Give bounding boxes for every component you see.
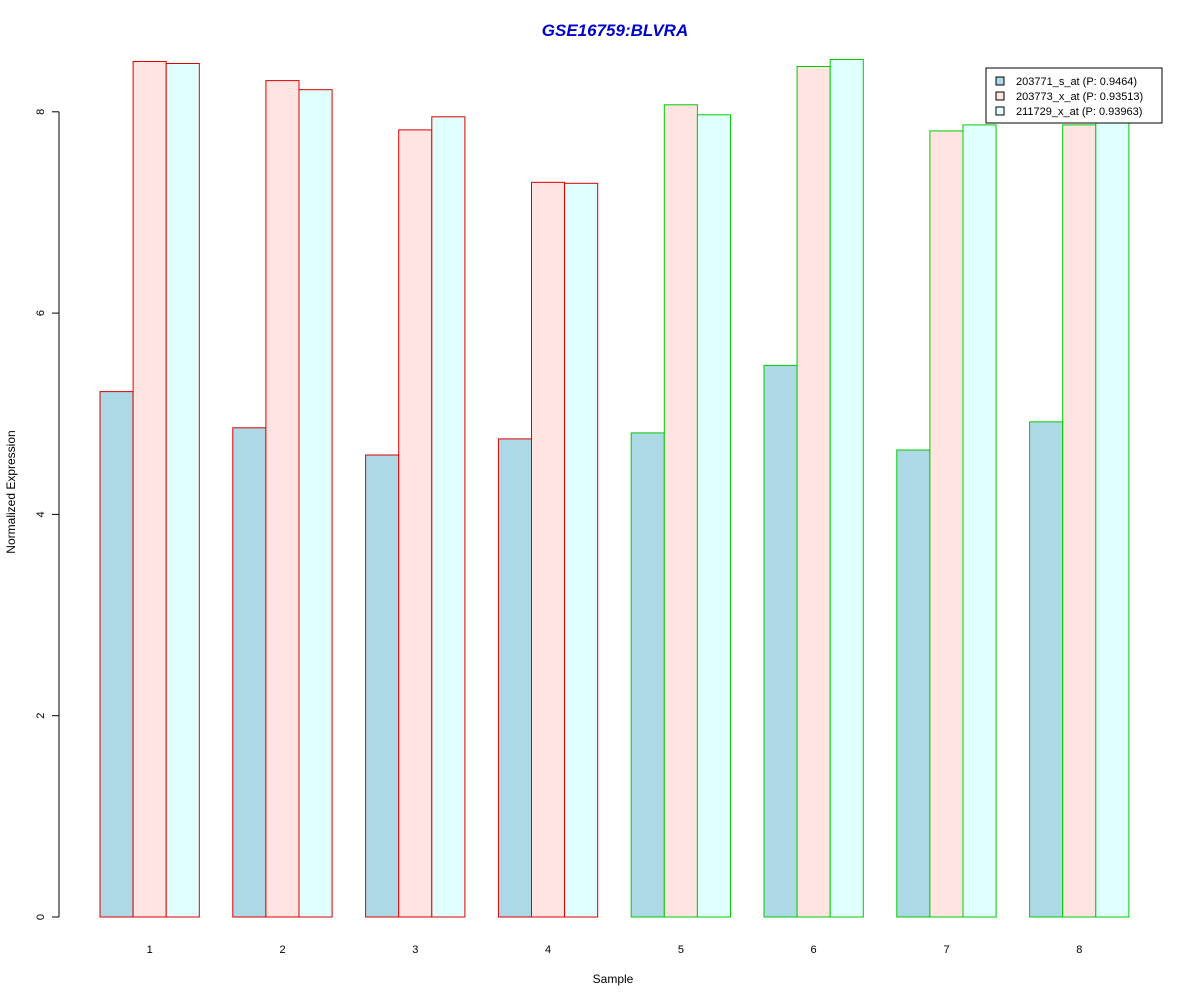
y-tick-label: 2 bbox=[35, 713, 47, 719]
legend-swatch bbox=[995, 76, 1005, 86]
legend-entry-label: 203773_x_at (P: 0.93513) bbox=[1016, 91, 1143, 103]
x-tick-label: 6 bbox=[811, 944, 817, 956]
y-tick-label: 8 bbox=[35, 109, 47, 115]
bar-sample-5-series-3 bbox=[696, 114, 732, 918]
bar-sample-8-series-1 bbox=[1029, 421, 1064, 918]
bar-sample-5-series-2 bbox=[663, 104, 698, 918]
bar-sample-4-series-1 bbox=[497, 438, 532, 918]
bars-group bbox=[99, 59, 1130, 918]
x-tick-label: 4 bbox=[545, 944, 551, 956]
bar-sample-2-series-2 bbox=[265, 80, 300, 918]
x-tick-label: 2 bbox=[279, 944, 285, 956]
chart-title: GSE16759:BLVRA bbox=[542, 21, 688, 40]
bar-sample-2-series-1 bbox=[232, 427, 267, 918]
bar-sample-7-series-3 bbox=[962, 124, 997, 918]
bar-sample-5-series-1 bbox=[630, 432, 665, 918]
legend-entry-label: 211729_x_at (P: 0.93963) bbox=[1016, 106, 1142, 118]
y-tick-label: 4 bbox=[35, 511, 47, 517]
x-tick-label: 8 bbox=[1076, 944, 1082, 956]
bar-sample-6-series-3 bbox=[829, 59, 864, 918]
bar-sample-4-series-3 bbox=[564, 182, 599, 918]
bar-sample-2-series-3 bbox=[298, 89, 333, 918]
legend-swatch bbox=[995, 91, 1005, 101]
bar-sample-6-series-1 bbox=[763, 364, 798, 918]
bar-sample-6-series-2 bbox=[796, 66, 831, 918]
x-tick-label: 7 bbox=[943, 944, 949, 956]
x-tick-label: 5 bbox=[678, 944, 684, 956]
bar-sample-1-series-2 bbox=[132, 61, 167, 918]
bar-sample-1-series-3 bbox=[165, 63, 200, 918]
y-axis-label: Normalized Expression bbox=[4, 430, 18, 553]
bar-sample-8-series-3 bbox=[1095, 115, 1130, 918]
bar-sample-8-series-2 bbox=[1062, 124, 1097, 918]
y-tick-label: 0 bbox=[35, 914, 47, 920]
y-axis: 0 2 4 6 8 bbox=[35, 109, 60, 920]
bar-sample-7-series-1 bbox=[896, 449, 931, 918]
x-axis-label: Sample bbox=[593, 972, 634, 986]
bar-sample-7-series-2 bbox=[929, 130, 964, 918]
bar-sample-4-series-2 bbox=[531, 181, 566, 918]
legend-entry-label: 203771_s_at (P: 0.9464) bbox=[1016, 76, 1137, 88]
bar-sample-1-series-1 bbox=[99, 391, 134, 918]
x-axis-ticks: 1 2 3 4 5 6 7 8 bbox=[147, 944, 1083, 956]
x-tick-label: 3 bbox=[412, 944, 418, 956]
legend: 203771_s_at (P: 0.9464) 203773_x_at (P: 0… bbox=[985, 67, 1163, 124]
bar-sample-3-series-3 bbox=[431, 116, 466, 918]
legend-swatch bbox=[995, 106, 1005, 116]
y-tick-label: 6 bbox=[35, 310, 47, 316]
bar-sample-3-series-2 bbox=[398, 129, 433, 918]
legend-box bbox=[985, 67, 1163, 124]
x-tick-label: 1 bbox=[147, 944, 153, 956]
bar-sample-3-series-1 bbox=[365, 454, 400, 918]
